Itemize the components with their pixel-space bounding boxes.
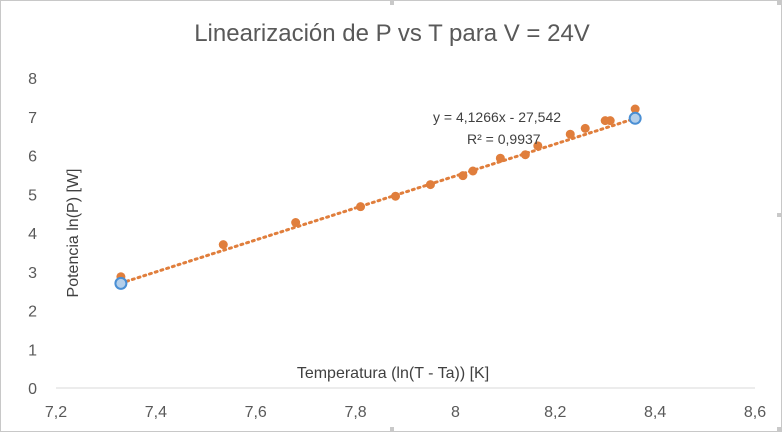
resize-handle-top[interactable] (390, 1, 394, 5)
chart-title: Linearización de P vs T para V = 24V (194, 20, 590, 47)
y-tick-label: 7 (28, 110, 37, 127)
data-point (533, 141, 543, 151)
data-point (565, 129, 575, 139)
y-tick-label: 8 (28, 71, 37, 88)
y-tick-label: 0 (28, 381, 37, 398)
y-tick-label: 6 (28, 149, 37, 166)
y-tick-label: 3 (28, 265, 37, 282)
x-tick-label: 7,6 (245, 404, 267, 421)
x-axis-ticks: 7,2 7,4 7,6 7,8 8 8,2 8,4 8,6 (45, 404, 766, 421)
x-tick-label: 8 (451, 404, 460, 421)
data-point (605, 116, 615, 126)
y-axis-ticks: 0 1 2 3 4 5 6 7 8 (28, 71, 37, 398)
highlighted-point (114, 276, 128, 290)
data-point (468, 166, 478, 176)
x-axis-title: Temperatura (ln(T - Ta)) [K] (297, 365, 489, 382)
trendline-r-squared: R² = 0,9937 (467, 131, 541, 147)
data-point (291, 218, 301, 228)
data-point (218, 240, 228, 250)
x-tick-label: 8,6 (744, 404, 766, 421)
data-point (630, 104, 640, 114)
data-point (458, 171, 468, 181)
trendline (119, 116, 637, 285)
data-points (116, 104, 640, 282)
data-point (580, 123, 590, 133)
resize-handle-right[interactable] (777, 213, 781, 217)
x-tick-label: 8,4 (644, 404, 666, 421)
x-tick-label: 8,2 (544, 404, 566, 421)
y-axis-title: Potencia ln(P) [W] (65, 169, 82, 298)
resize-handle-bottom[interactable] (390, 427, 394, 431)
x-tick-label: 7,4 (145, 404, 167, 421)
x-tick-label: 7,2 (45, 404, 67, 421)
data-point (520, 150, 530, 160)
y-tick-label: 5 (28, 187, 37, 204)
x-tick-label: 7,8 (344, 404, 366, 421)
data-point (425, 180, 435, 190)
y-tick-label: 1 (28, 342, 37, 359)
y-tick-label: 2 (28, 304, 37, 321)
data-point (356, 202, 366, 212)
highlighted-point (628, 111, 642, 125)
trendline-equation: y = 4,1266x - 27,542 (433, 109, 561, 125)
data-point (391, 191, 401, 201)
data-point (495, 153, 505, 163)
y-tick-label: 4 (28, 226, 37, 243)
resize-handle-bottom-right[interactable] (777, 427, 781, 431)
resize-handle-top-right[interactable] (777, 1, 781, 5)
highlighted-points (114, 111, 642, 290)
